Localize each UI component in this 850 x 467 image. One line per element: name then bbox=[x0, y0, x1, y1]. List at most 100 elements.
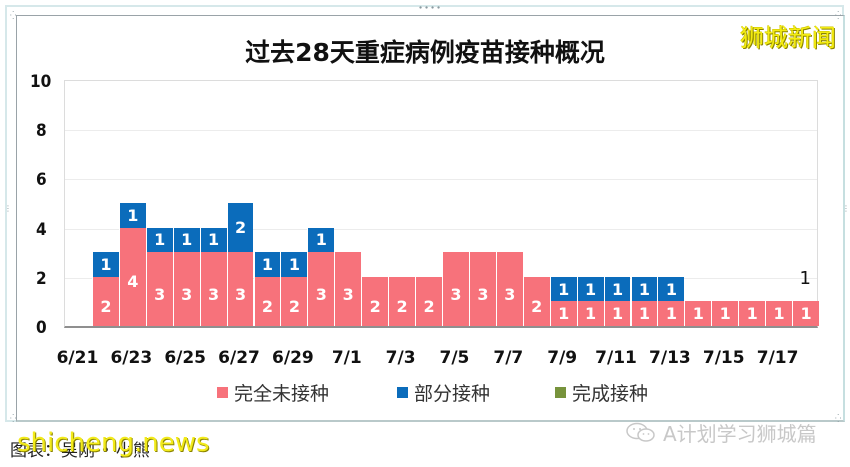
segment-unvaccinated: 1 bbox=[576, 301, 604, 326]
y-tick-label: 4 bbox=[36, 219, 47, 240]
x-tick-label: 7/13 bbox=[649, 348, 691, 368]
gridline bbox=[65, 179, 817, 181]
x-tick-label: 6/29 bbox=[272, 348, 314, 368]
bar-7-3: 2 bbox=[388, 276, 416, 326]
x-tick-label: 6/25 bbox=[164, 348, 207, 368]
legend-item-1[interactable]: 部分接种 bbox=[397, 379, 490, 406]
legend-label: 完全未接种 bbox=[234, 383, 330, 405]
resize-handle-right[interactable]: ⋮ bbox=[842, 204, 850, 213]
x-tick-label: 7/15 bbox=[702, 348, 745, 368]
resize-handle-top-right[interactable]: ⁛ bbox=[835, 11, 843, 20]
segment-unvaccinated: 2 bbox=[415, 276, 442, 326]
segment-unvaccinated: 2 bbox=[253, 276, 281, 326]
segment-unvaccinated: 4 bbox=[118, 227, 146, 326]
bar-7-17: 1 bbox=[765, 301, 793, 326]
brand-watermark: 狮城新闻 bbox=[740, 24, 836, 52]
chart-area bbox=[16, 15, 845, 422]
segment-unvaccinated: 1 bbox=[549, 301, 577, 326]
resize-handle-left[interactable]: ⋮ bbox=[4, 204, 13, 213]
segment-partial: 1 bbox=[603, 276, 631, 302]
segment-unvaccinated: 1 bbox=[711, 301, 739, 326]
segment-unvaccinated: 1 bbox=[657, 301, 685, 326]
segment-unvaccinated: 3 bbox=[442, 252, 469, 326]
account-watermark: A计划学习狮城篇 bbox=[625, 418, 817, 447]
segment-unvaccinated: 1 bbox=[630, 301, 658, 326]
bar-7-5: 3 bbox=[442, 252, 469, 326]
wechat-icon bbox=[625, 422, 657, 444]
segment-unvaccinated: 2 bbox=[522, 276, 550, 326]
resize-handle-bottom-right[interactable]: ⁛ bbox=[835, 414, 843, 423]
x-tick-label: 7/17 bbox=[756, 348, 799, 368]
segment-unvaccinated: 3 bbox=[145, 252, 173, 326]
segment-unvaccinated: 3 bbox=[307, 252, 335, 326]
segment-partial: 1 bbox=[253, 252, 281, 277]
x-tick-label: 6/21 bbox=[56, 348, 99, 368]
bar-7-18: 1 bbox=[792, 301, 819, 326]
bar-7-16: 1 bbox=[738, 301, 766, 326]
legend-swatch-icon bbox=[555, 387, 566, 398]
gridline bbox=[65, 228, 817, 230]
bar-7-6: 3 bbox=[468, 252, 496, 326]
segment-unvaccinated: 2 bbox=[91, 276, 119, 326]
legend-item-0[interactable]: 完全未接种 bbox=[217, 379, 329, 406]
resize-handle-top[interactable]: ∙∙∙∙ bbox=[418, 3, 443, 12]
x-tick-label: 7/9 bbox=[547, 348, 578, 368]
y-tick-label: 2 bbox=[36, 268, 47, 289]
segment-partial: 1 bbox=[145, 227, 173, 253]
y-tick-label: 0 bbox=[36, 318, 47, 338]
bar-7-4: 2 bbox=[415, 276, 442, 326]
bar-7-8: 2 bbox=[522, 276, 550, 326]
segment-unvaccinated: 1 bbox=[738, 301, 766, 326]
x-tick-label: 7/3 bbox=[385, 348, 416, 368]
bar-7-2: 2 bbox=[361, 276, 389, 326]
x-tick-label: 7/11 bbox=[595, 348, 637, 368]
segment-partial: 1 bbox=[199, 227, 227, 253]
legend-swatch-icon bbox=[217, 387, 228, 398]
source-credit: 图表：吴刚 • 小熊 bbox=[10, 441, 150, 461]
segment-unvaccinated: 1 bbox=[603, 301, 631, 326]
legend-label: 完成接种 bbox=[572, 383, 649, 405]
segment-partial: 1 bbox=[118, 203, 146, 228]
segment-unvaccinated: 2 bbox=[280, 276, 308, 326]
y-tick-label: 8 bbox=[36, 121, 47, 142]
chart-frame bbox=[5, 5, 845, 422]
y-tick-label: 10 bbox=[30, 72, 52, 92]
x-tick-label: 7/1 bbox=[331, 348, 362, 368]
segment-unvaccinated: 3 bbox=[172, 252, 200, 326]
site-watermark: shicheng.news bbox=[17, 428, 210, 458]
legend-label: 部分接种 bbox=[414, 383, 491, 405]
segment-unvaccinated: 2 bbox=[388, 276, 416, 326]
segment-unvaccinated: 3 bbox=[495, 252, 523, 326]
segment-unvaccinated: 1 bbox=[765, 301, 793, 326]
resize-handle-bottom-left[interactable]: ⁛ bbox=[10, 414, 18, 423]
segment-partial: 1 bbox=[91, 252, 119, 277]
data-label-annotation: 1 bbox=[799, 268, 811, 289]
bar-7-1: 3 bbox=[334, 252, 362, 326]
legend-item-2[interactable]: 完成接种 bbox=[555, 379, 648, 406]
bar-7-15: 1 bbox=[711, 301, 739, 326]
segment-partial: 1 bbox=[657, 276, 685, 302]
x-tick-label: 7/5 bbox=[439, 348, 470, 368]
segment-partial: 1 bbox=[549, 276, 577, 302]
segment-partial: 1 bbox=[576, 276, 604, 302]
segment-partial: 1 bbox=[307, 227, 335, 253]
gridline bbox=[65, 130, 817, 132]
segment-unvaccinated: 3 bbox=[226, 252, 254, 326]
x-tick-label: 6/27 bbox=[218, 348, 260, 368]
resize-handle-top-left[interactable]: ⁛ bbox=[10, 11, 18, 20]
y-tick-label: 6 bbox=[36, 170, 47, 191]
x-tick-label: 7/7 bbox=[493, 348, 524, 368]
segment-partial: 1 bbox=[172, 227, 200, 253]
segment-unvaccinated: 3 bbox=[468, 252, 496, 326]
